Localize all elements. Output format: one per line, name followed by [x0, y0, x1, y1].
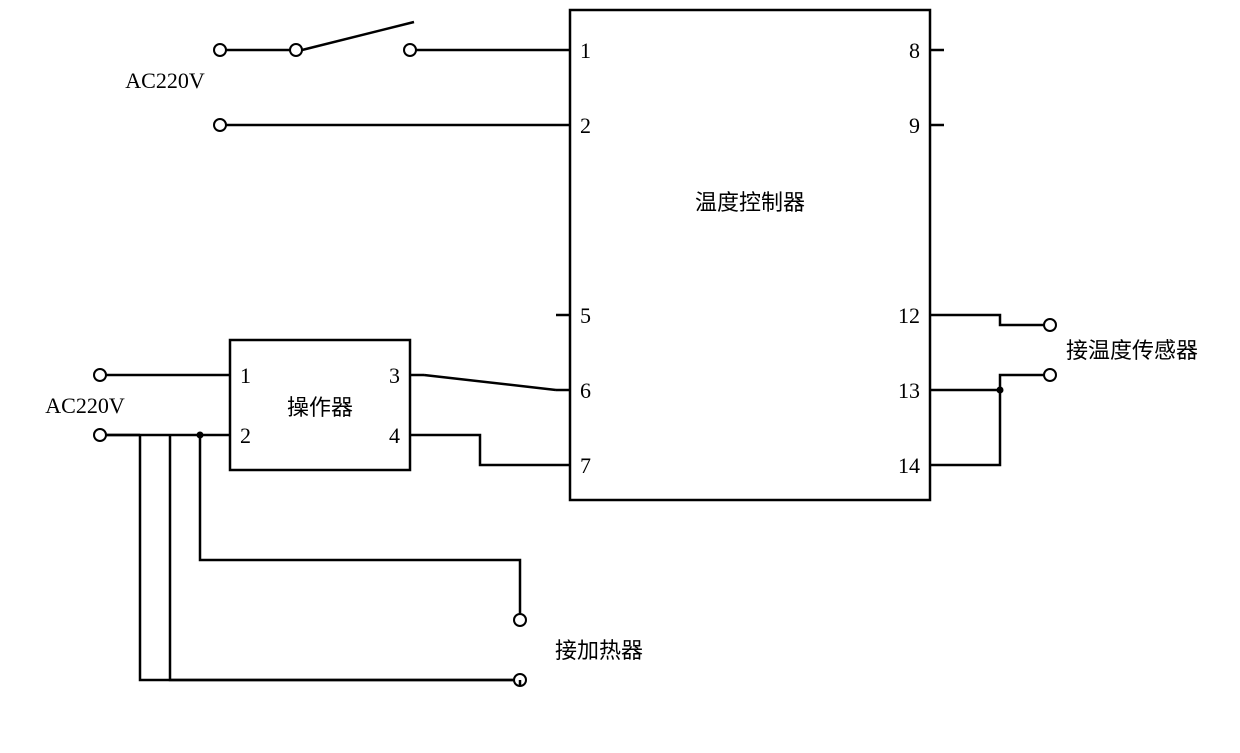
controller-pinlbl-12: 12 [898, 303, 920, 328]
controller-box [570, 10, 930, 500]
operator-label: 操作器 [287, 395, 353, 420]
label-ac1: AC220V [125, 68, 205, 93]
controller-pinlbl-13: 13 [898, 378, 920, 403]
controller-pinlbl-1: 1 [580, 38, 591, 63]
operator-pinlbl-3: 3 [389, 363, 400, 388]
wire-op3-to-c6 [424, 375, 556, 390]
controller-pinlbl-2: 2 [580, 113, 591, 138]
controller-pinlbl-5: 5 [580, 303, 591, 328]
label-ac2: AC220V [45, 393, 125, 418]
operator-pinlbl-1: 1 [240, 363, 251, 388]
wire-op4-to-c7 [424, 435, 556, 465]
term-ac1-bot [214, 119, 226, 131]
switch-arm [302, 22, 414, 50]
junction-op2 [197, 432, 204, 439]
controller-label: 温度控制器 [695, 190, 805, 215]
wire-ac2-to-heater-bot-h [170, 435, 520, 680]
operator-pinlbl-4: 4 [389, 423, 400, 448]
label-sensor: 接温度传感器 [1066, 338, 1198, 363]
wire-ac2bot-to-heaterbot [140, 435, 514, 680]
controller-pinlbl-6: 6 [580, 378, 591, 403]
term-sensor-bot [1044, 369, 1056, 381]
controller-pinlbl-14: 14 [898, 453, 920, 478]
term-ac1-top [214, 44, 226, 56]
controller-pinlbl-7: 7 [580, 453, 591, 478]
label-heater: 接加热器 [555, 638, 643, 663]
wire-op2-to-heater [200, 435, 520, 614]
junction-13-14 [997, 387, 1004, 394]
term-switch-r [404, 44, 416, 56]
wire-c12-to-sensor [944, 315, 1044, 325]
term-heater-top [514, 614, 526, 626]
wire-c14-to-c13 [944, 390, 1000, 465]
operator-pinlbl-2: 2 [240, 423, 251, 448]
controller-pinlbl-8: 8 [909, 38, 920, 63]
term-ac2-top [94, 369, 106, 381]
controller-pinlbl-9: 9 [909, 113, 920, 138]
term-sensor-top [1044, 319, 1056, 331]
term-switch-l [290, 44, 302, 56]
term-ac2-bot [94, 429, 106, 441]
wire-c13-to-sensor [944, 375, 1044, 390]
